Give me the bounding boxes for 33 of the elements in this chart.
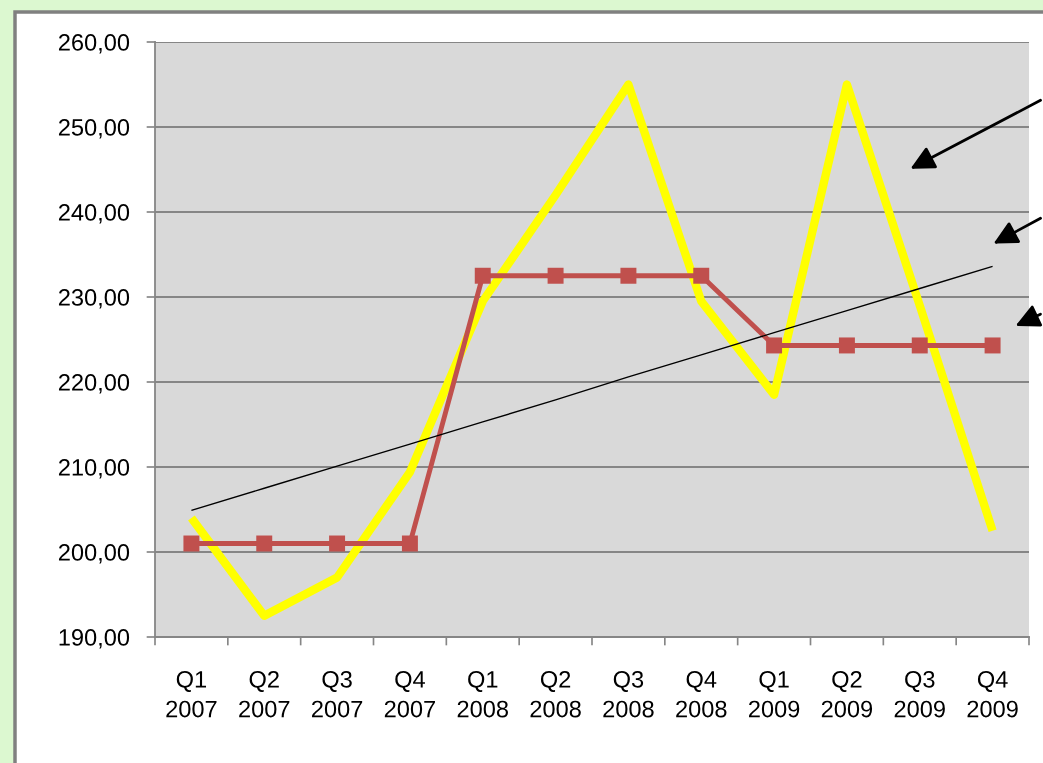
y-tick-label: 230,00 bbox=[58, 289, 130, 309]
point bbox=[838, 337, 855, 354]
x-tick-label: Q1 2008 bbox=[457, 670, 508, 718]
x-tick-label: Q2 2007 bbox=[239, 670, 290, 718]
point bbox=[547, 267, 564, 284]
line-series bbox=[190, 265, 994, 512]
x-tick-label: Q2 2008 bbox=[530, 670, 581, 718]
y-tick-label: 220,00 bbox=[58, 374, 130, 394]
point bbox=[401, 535, 418, 552]
point bbox=[329, 535, 346, 552]
point bbox=[620, 267, 637, 284]
x-tick-label: Q4 2008 bbox=[676, 670, 727, 718]
point bbox=[183, 535, 200, 552]
y-tick-label: 250,00 bbox=[58, 119, 130, 139]
y-tick-label: 260,00 bbox=[58, 34, 130, 54]
point bbox=[911, 337, 928, 354]
x-tick-label: Q4 2007 bbox=[384, 670, 435, 718]
point bbox=[766, 337, 783, 354]
x-tick-label: Q2 2009 bbox=[821, 670, 873, 718]
y-tick-label: 240,00 bbox=[58, 204, 130, 224]
point bbox=[474, 267, 491, 284]
x-tick-label: Q4 2009 bbox=[967, 670, 1018, 718]
y-tick-label: 190,00 bbox=[59, 629, 130, 649]
x-tick-label: Q3 2008 bbox=[603, 670, 654, 718]
y-tick-label: 210,00 bbox=[58, 459, 130, 479]
x-tick-label: Q1 2009 bbox=[749, 670, 800, 718]
x-tick-label: Q3 2009 bbox=[894, 670, 945, 718]
point bbox=[984, 337, 1001, 354]
x-tick-label: Q1 2007 bbox=[166, 670, 217, 718]
point bbox=[693, 267, 710, 284]
x-tick-label: Q3 2007 bbox=[312, 670, 363, 718]
point bbox=[256, 535, 273, 552]
y-tick-label: 200,00 bbox=[58, 544, 130, 564]
